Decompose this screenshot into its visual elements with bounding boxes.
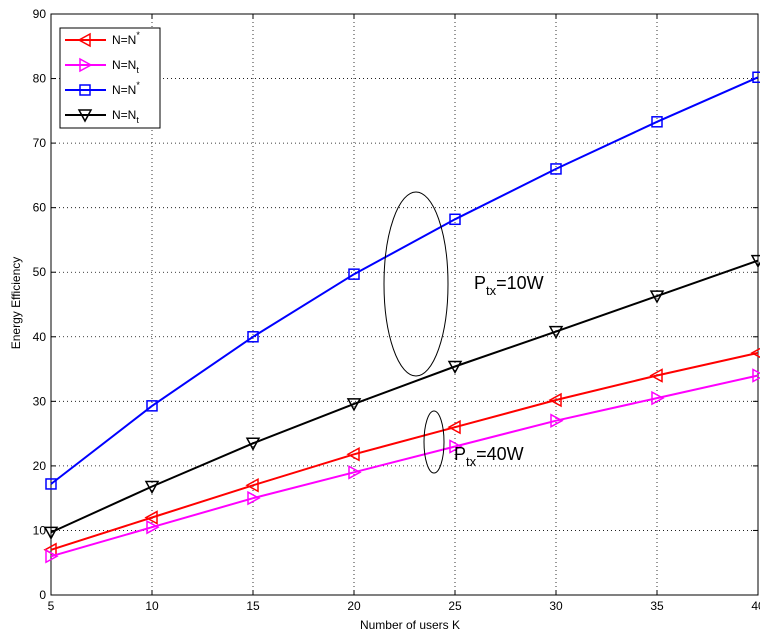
data-point: [651, 116, 663, 128]
legend-item: N=Nt: [65, 108, 139, 125]
data-point: [651, 390, 665, 406]
annotation-ptx-10w: Ptx=10W: [474, 273, 544, 298]
data-point: [245, 477, 259, 493]
series-3: [45, 71, 760, 490]
data-point: [447, 360, 463, 375]
x-tick-label: 25: [448, 599, 462, 613]
legend-marker: [79, 84, 91, 96]
data-point: [550, 413, 564, 428]
y-tick-label: 40: [33, 330, 47, 344]
data-point: [750, 254, 760, 269]
x-axis-label: Number of users K: [360, 618, 460, 632]
data-point: [247, 490, 261, 506]
series-line: [50, 374, 759, 558]
data-point: [550, 163, 562, 175]
y-tick-label: 20: [33, 459, 47, 473]
axis-ticks: 5 10 15 20 25 30 35 40 0 10 20 30 40 50 60 70 80 90: [33, 7, 760, 613]
legend: N=N* N=Nt N=N* N=Nt: [59, 27, 161, 129]
data-point: [447, 419, 461, 435]
legend-label: N=Nt: [112, 58, 139, 75]
x-tick-label: 10: [145, 599, 159, 613]
y-tick-label: 90: [33, 7, 47, 21]
data-point: [146, 400, 158, 412]
data-point: [649, 290, 665, 304]
data-point: [348, 268, 360, 280]
data-point: [346, 447, 360, 462]
y-tick-label: 70: [33, 136, 47, 150]
annotation-ellipse-40w: [423, 410, 445, 474]
data-point: [649, 368, 663, 383]
data-point: [146, 519, 160, 535]
legend-marker: [77, 32, 91, 48]
y-tick-label: 50: [33, 265, 47, 279]
y-tick-label: 80: [33, 72, 47, 86]
x-tick-label: 15: [246, 599, 260, 613]
legend-item: N=Nt: [65, 57, 139, 75]
y-tick-label: 10: [33, 523, 47, 537]
legend-label: N=Nt: [112, 108, 139, 125]
data-point: [752, 71, 760, 84]
data-point: [45, 478, 57, 490]
data-point: [348, 465, 362, 480]
data-point: [346, 398, 362, 412]
annotation-ellipse-10w: [383, 191, 449, 377]
series-group: [43, 71, 760, 564]
data-point: [45, 549, 59, 564]
plot-frame: [50, 13, 759, 596]
data-point: [449, 213, 461, 226]
data-point: [548, 392, 562, 408]
y-tick-label: 60: [33, 201, 47, 215]
series-line: [50, 351, 759, 551]
x-tick-label: 40: [751, 599, 760, 613]
data-point: [247, 331, 259, 343]
data-point: [43, 526, 59, 540]
legend-label: N=N*: [112, 30, 140, 47]
x-tick-label: 30: [549, 599, 563, 613]
data-point: [449, 439, 463, 454]
y-axis-label: Energy Efficiency: [9, 257, 23, 350]
x-tick-label: 5: [48, 599, 55, 613]
x-tick-label: 20: [347, 599, 361, 613]
data-point: [245, 437, 261, 451]
legend-marker: [79, 57, 93, 73]
data-point: [144, 480, 160, 495]
annotation-ptx-40w: Ptx=40W: [454, 444, 524, 469]
y-tick-label: 30: [33, 394, 47, 408]
y-tick-label: 0: [39, 588, 46, 602]
data-point: [750, 347, 760, 359]
data-point: [752, 368, 760, 383]
legend-item: N=N*: [65, 80, 140, 97]
series-4: [43, 254, 760, 540]
legend-marker: [77, 109, 93, 123]
legend-box: [59, 27, 161, 129]
series-line: [50, 76, 759, 485]
series-2: [45, 368, 760, 564]
series-line: [50, 259, 759, 534]
x-tick-label: 35: [650, 599, 664, 613]
data-point: [548, 325, 564, 340]
legend-label: N=N*: [112, 80, 140, 97]
legend-item: N=N*: [65, 30, 140, 48]
data-point: [144, 510, 158, 525]
